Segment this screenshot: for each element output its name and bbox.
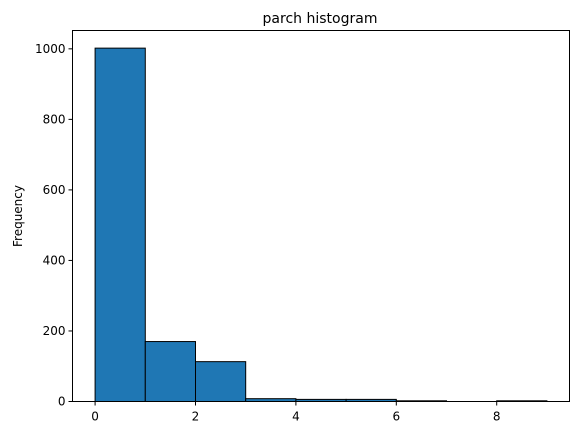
y-tick-label: 400 — [43, 253, 66, 267]
x-axis: 0 2 4 6 8 — [91, 401, 501, 424]
histogram-bar — [144, 341, 196, 402]
y-axis-label: Frequency — [11, 185, 25, 247]
x-tick-label: 8 — [493, 410, 501, 424]
x-tick-label: 4 — [292, 410, 300, 424]
bar-group — [94, 47, 548, 403]
y-axis: 0 200 400 600 800 1000 — [35, 42, 73, 409]
histogram-bar — [194, 361, 247, 402]
y-tick-label: 0 — [58, 395, 66, 409]
y-tick-label: 600 — [43, 183, 66, 197]
y-tick-label: 1000 — [35, 42, 66, 56]
y-tick-label: 800 — [43, 112, 66, 126]
x-tick-label: 0 — [91, 410, 99, 424]
plot-frame — [72, 30, 570, 402]
x-tick-label: 6 — [392, 410, 400, 424]
histogram-bar — [94, 47, 146, 402]
x-tick-label: 2 — [192, 410, 200, 424]
y-tick-label: 200 — [43, 324, 66, 338]
chart-title: parch histogram — [263, 11, 378, 27]
